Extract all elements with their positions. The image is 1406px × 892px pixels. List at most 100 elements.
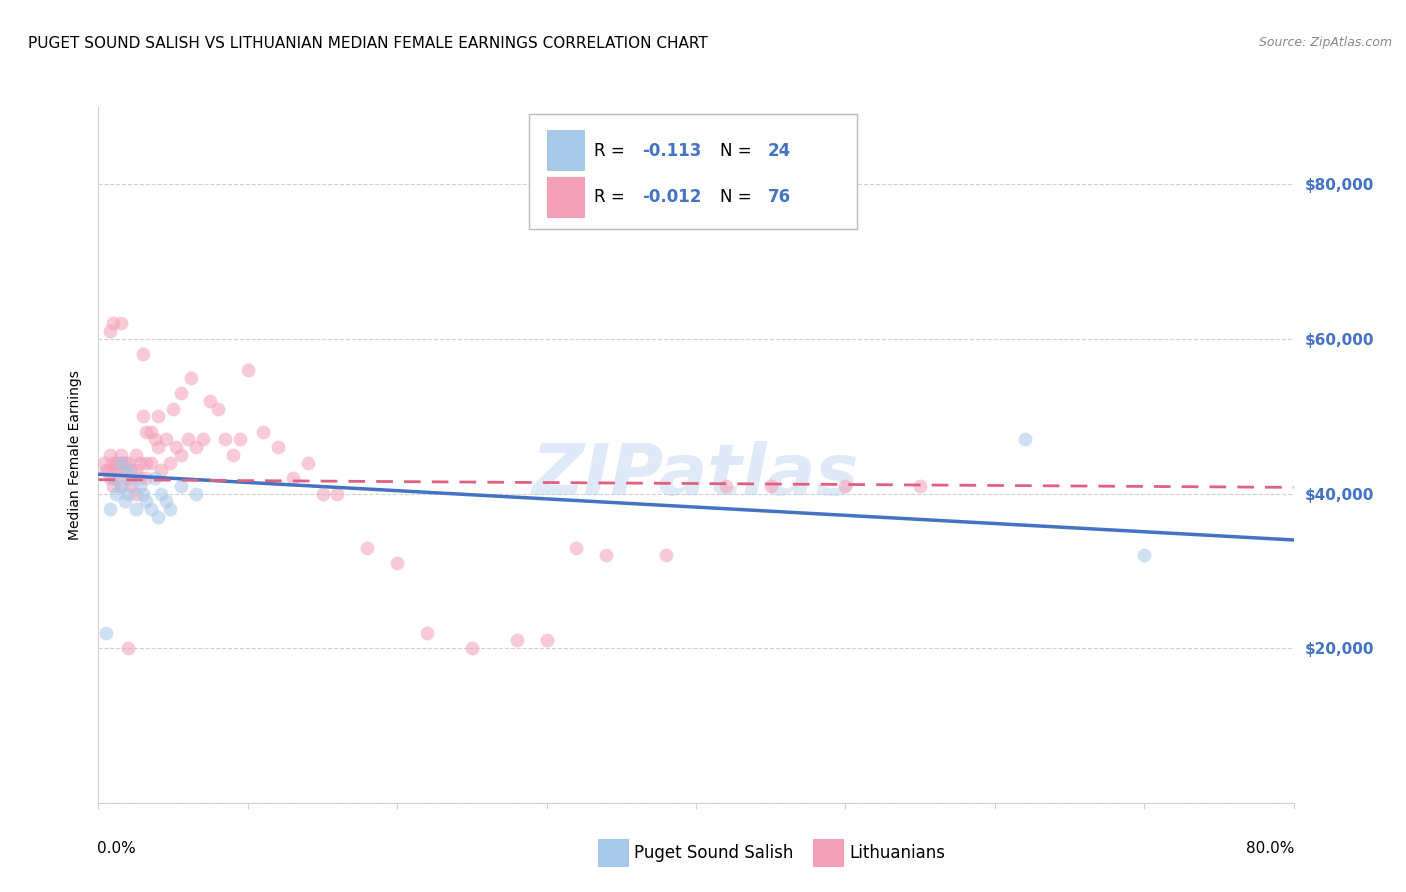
Point: [461, 641, 484, 656]
Point: [103, 456, 125, 470]
Point: [135, 456, 157, 470]
Text: -0.113: -0.113: [643, 142, 702, 160]
Point: [117, 641, 139, 656]
Text: -0.012: -0.012: [643, 188, 702, 206]
Text: N =: N =: [720, 142, 756, 160]
Point: [222, 448, 245, 462]
Point: [143, 433, 166, 447]
Point: [236, 363, 259, 377]
Text: PUGET SOUND SALISH VS LITHUANIAN MEDIAN FEMALE EARNINGS CORRELATION CHART: PUGET SOUND SALISH VS LITHUANIAN MEDIAN …: [28, 36, 707, 51]
Point: [110, 479, 132, 493]
Point: [110, 479, 132, 493]
Point: [103, 463, 125, 477]
Point: [214, 433, 236, 447]
Text: 80.0%: 80.0%: [1246, 841, 1295, 856]
Text: 76: 76: [768, 188, 790, 206]
FancyBboxPatch shape: [547, 177, 585, 218]
Point: [536, 633, 558, 648]
Point: [105, 456, 128, 470]
Point: [114, 494, 136, 508]
Point: [155, 494, 177, 508]
Point: [120, 471, 142, 485]
Point: [94, 625, 117, 640]
Point: [125, 486, 148, 500]
Point: [125, 448, 148, 462]
Point: [135, 471, 157, 485]
Text: R =: R =: [595, 142, 630, 160]
Text: 0.0%: 0.0%: [97, 841, 136, 856]
Point: [117, 471, 139, 485]
Point: [148, 509, 170, 524]
FancyBboxPatch shape: [529, 114, 858, 229]
Text: R =: R =: [595, 188, 630, 206]
Point: [385, 556, 409, 570]
Point: [105, 486, 128, 500]
FancyBboxPatch shape: [813, 839, 844, 867]
Point: [200, 393, 222, 408]
Point: [132, 409, 155, 424]
Point: [311, 486, 333, 500]
Text: Lithuanians: Lithuanians: [849, 844, 945, 862]
Point: [565, 541, 588, 555]
Point: [96, 463, 118, 477]
Point: [150, 463, 173, 477]
Point: [177, 433, 200, 447]
Point: [135, 494, 157, 508]
Point: [114, 463, 136, 477]
Point: [416, 625, 439, 640]
Point: [135, 425, 157, 439]
Point: [150, 486, 173, 500]
Point: [110, 456, 132, 470]
Point: [714, 479, 737, 493]
Point: [105, 471, 128, 485]
Point: [129, 471, 152, 485]
Text: N =: N =: [720, 188, 756, 206]
Point: [1014, 433, 1036, 447]
Point: [98, 502, 122, 516]
Point: [229, 433, 252, 447]
FancyBboxPatch shape: [598, 839, 628, 867]
Point: [1133, 549, 1156, 563]
Point: [139, 456, 162, 470]
FancyBboxPatch shape: [547, 130, 585, 171]
Point: [169, 448, 191, 462]
Point: [655, 549, 678, 563]
Point: [120, 479, 142, 493]
Point: [356, 541, 378, 555]
Point: [103, 317, 125, 331]
Point: [506, 633, 529, 648]
Point: [207, 401, 229, 416]
Point: [159, 456, 181, 470]
Point: [110, 448, 132, 462]
Point: [117, 486, 139, 500]
Point: [120, 463, 142, 477]
Point: [148, 409, 170, 424]
Point: [103, 479, 125, 493]
Point: [267, 440, 290, 454]
Point: [297, 456, 319, 470]
Point: [759, 479, 782, 493]
Point: [155, 433, 177, 447]
Point: [595, 549, 617, 563]
Point: [191, 433, 214, 447]
Text: Source: ZipAtlas.com: Source: ZipAtlas.com: [1258, 36, 1392, 49]
Point: [108, 463, 131, 477]
Point: [103, 471, 125, 485]
Text: 24: 24: [768, 142, 792, 160]
Point: [184, 440, 207, 454]
Point: [110, 317, 132, 331]
Point: [132, 486, 155, 500]
Point: [98, 471, 122, 485]
Point: [148, 440, 170, 454]
Point: [105, 456, 128, 470]
Point: [98, 324, 122, 338]
Point: [908, 479, 931, 493]
Point: [180, 370, 202, 384]
Point: [110, 456, 132, 470]
Point: [114, 456, 136, 470]
Point: [162, 401, 184, 416]
Point: [117, 456, 139, 470]
Point: [93, 456, 115, 470]
Point: [117, 463, 139, 477]
Point: [169, 386, 191, 401]
